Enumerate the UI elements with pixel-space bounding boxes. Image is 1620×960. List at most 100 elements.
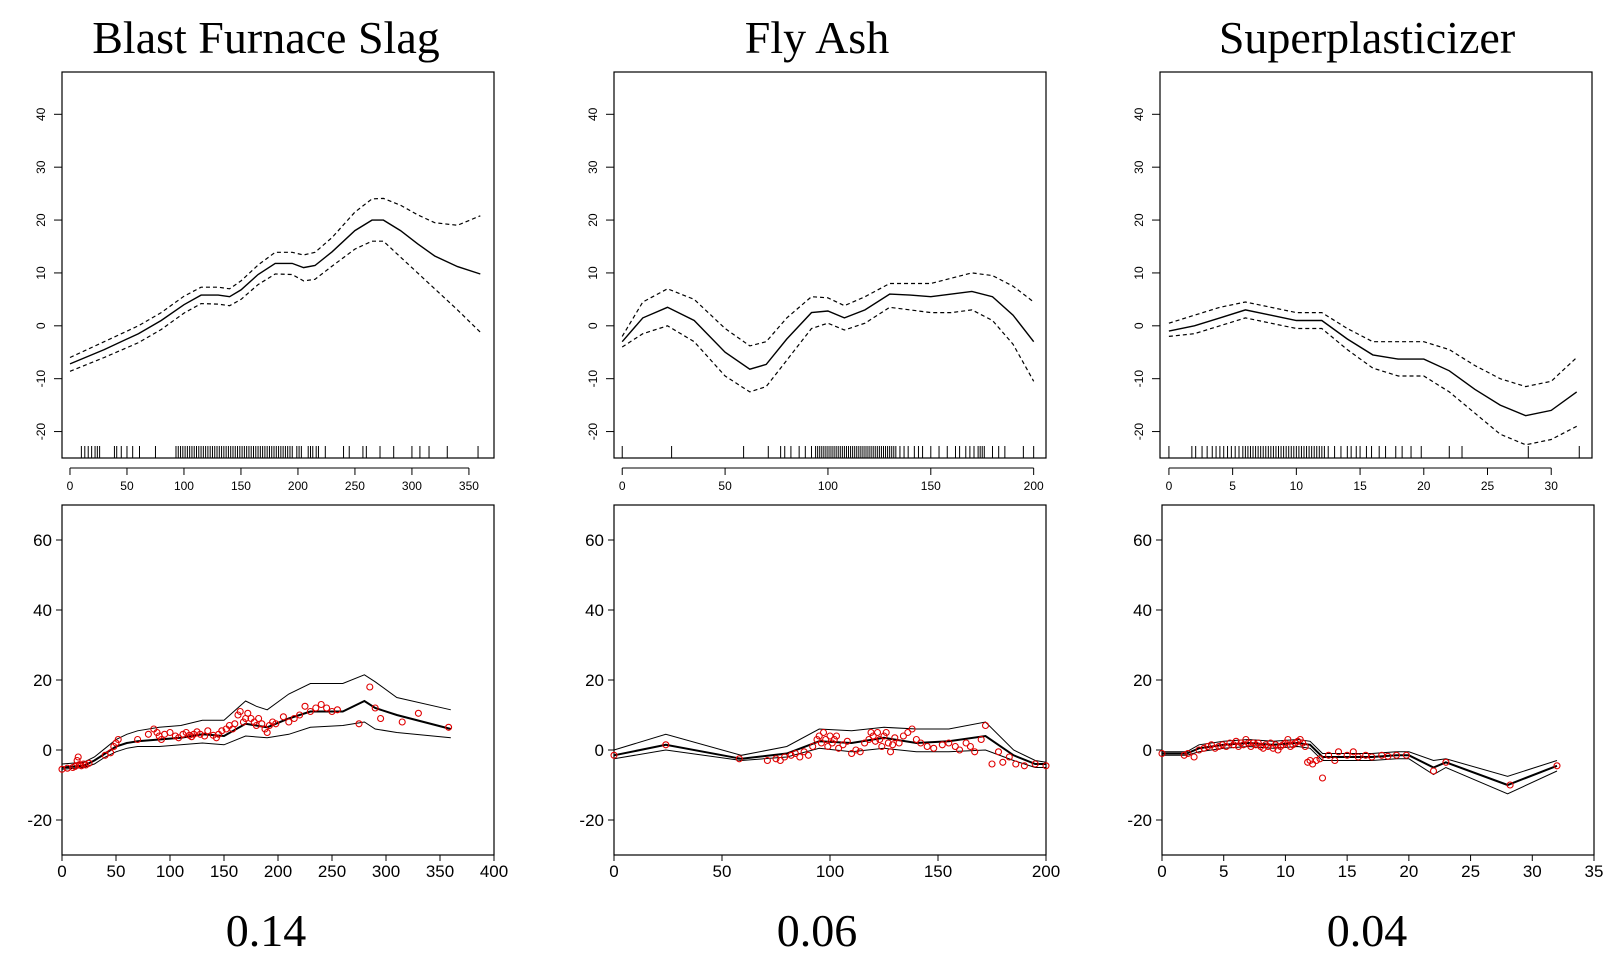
plot-frame-top [61, 71, 495, 459]
data-point [824, 742, 832, 751]
data-point [828, 739, 836, 747]
data-point [1368, 753, 1376, 761]
mean-line [61, 699, 452, 769]
upper-ci-line [69, 197, 481, 359]
y-tick-label-top: -20 [1132, 423, 1146, 441]
x-tick-label-top: 50 [120, 479, 134, 493]
x-tick-label-bottom: 50 [107, 862, 126, 881]
y-tick-label-top: 0 [34, 322, 48, 329]
data-point [73, 756, 81, 765]
y-tick-label-bottom: -20 [27, 811, 52, 830]
scatter-plot-blast-furnace-slag: -20 0 20 40 60 0 50 100 150 200 250 300 350 400 [27, 504, 508, 881]
data-point [800, 748, 808, 756]
x-tick-label-bottom: 25 [1461, 862, 1480, 881]
y-tick-label-top: 40 [34, 107, 48, 121]
data-point [77, 762, 85, 770]
smooth-plot-blast-furnace-slag: -20 -10 0 10 20 30 40 0 50 100 150 200 250 300 350 [34, 71, 495, 493]
data-point [848, 749, 856, 758]
y-tick-label-bottom: 40 [1133, 601, 1152, 620]
x-tick-label-top: 25 [1481, 479, 1495, 493]
data-point [871, 737, 879, 745]
data-point [923, 742, 931, 751]
data-point [296, 711, 304, 719]
data-point [873, 728, 882, 737]
x-tick-label-top: 250 [345, 479, 365, 493]
data-point [889, 741, 897, 749]
mean-line [1162, 741, 1558, 787]
data-point [908, 725, 916, 733]
x-tick-label-top: 350 [459, 479, 479, 493]
data-point [787, 751, 795, 759]
data-point [856, 748, 864, 756]
data-point [735, 755, 743, 763]
data-point [956, 746, 964, 754]
data-point [114, 735, 122, 744]
data-point [1442, 758, 1450, 766]
data-point [201, 732, 209, 740]
data-point [312, 704, 320, 712]
data-point [1005, 753, 1013, 761]
lower-ci-line [621, 306, 1035, 393]
data-point [1158, 749, 1166, 758]
data-point [1042, 762, 1050, 770]
x-tick-label-bottom: 15 [1338, 862, 1357, 881]
lower-ci-line [69, 240, 481, 372]
score-fly-ash: 0.06 [777, 905, 858, 956]
upper-ci-line [621, 272, 1035, 347]
data-point [1429, 767, 1438, 775]
smooth-plot-superplasticizer: -20 -10 0 10 20 30 40 0 5 10 15 20 25 30 [1132, 71, 1593, 493]
data-point [878, 742, 886, 751]
data-point [134, 735, 142, 744]
data-point [107, 749, 115, 757]
data-point [175, 734, 183, 742]
y-tick-label-bottom: 20 [1133, 671, 1152, 690]
x-tick-label-top: 200 [288, 479, 308, 493]
data-point [1316, 755, 1324, 763]
data-point [144, 730, 152, 738]
data-point [1215, 742, 1223, 751]
y-tick-label-top: -10 [34, 370, 48, 388]
y-tick-label-bottom: 20 [33, 671, 52, 690]
y-tick-label-top: 0 [586, 322, 600, 329]
y-tick-label-bottom: 60 [585, 531, 604, 550]
x-tick-label-bottom: 150 [924, 862, 952, 881]
data-point [1190, 753, 1198, 761]
y-tick-label-bottom: 40 [33, 601, 52, 620]
x-tick-label-top: 150 [921, 479, 941, 493]
data-point [809, 742, 817, 751]
data-point [938, 741, 946, 749]
data-point [377, 714, 385, 723]
plot-frame-bottom [61, 504, 495, 856]
data-point [285, 718, 293, 726]
data-point [212, 734, 220, 742]
plot-frame-bottom [613, 504, 1047, 856]
data-point [74, 753, 82, 761]
data-point [843, 737, 851, 745]
data-point [250, 718, 258, 726]
upper-band-line [61, 674, 451, 765]
y-tick-label-top: -10 [586, 370, 600, 388]
data-point [880, 732, 888, 740]
y-tick-label-top: 30 [1132, 160, 1146, 174]
y-tick-label-bottom: -20 [579, 811, 604, 830]
x-tick-label-top: 300 [402, 479, 422, 493]
plot-frame-top [613, 71, 1047, 459]
data-point [917, 739, 925, 747]
data-point [951, 742, 959, 751]
data-point [904, 728, 912, 737]
x-tick-label-top: 100 [174, 479, 194, 493]
x-tick-label-bottom: 100 [156, 862, 184, 881]
x-tick-label-top: 0 [67, 479, 74, 493]
chart-title-blast-furnace-slag: Blast Furnace Slag [92, 12, 440, 63]
data-point [1334, 748, 1343, 756]
data-point [776, 756, 784, 765]
data-point [85, 759, 93, 767]
data-point [234, 711, 242, 719]
data-point [1284, 735, 1292, 744]
data-point [306, 707, 314, 716]
data-point [1218, 741, 1227, 749]
data-point [1207, 741, 1215, 749]
data-point [196, 730, 204, 738]
data-point [1325, 751, 1333, 759]
